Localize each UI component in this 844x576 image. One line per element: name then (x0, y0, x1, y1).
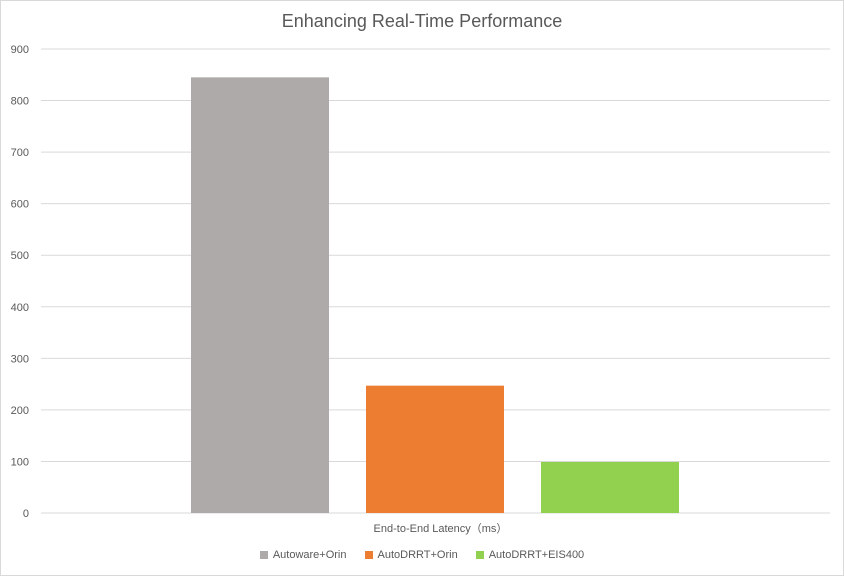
y-tick-label: 100 (11, 456, 29, 468)
x-category-label: End-to-End Latency（ms） (374, 522, 508, 535)
chart-legend: Autoware+Orin AutoDRRT+Orin AutoDRRT+EIS40… (1, 549, 843, 561)
y-tick-label: 500 (11, 250, 29, 262)
y-tick-label: 400 (11, 302, 29, 314)
bar-autoware-orin (191, 77, 329, 513)
legend-item: AutoDRRT+EIS400 (475, 549, 585, 561)
legend-label: AutoDRRT+Orin (377, 549, 458, 561)
y-tick-label: 200 (11, 405, 29, 417)
legend-swatch (364, 551, 373, 559)
bar-autodrrt-eis400 (541, 461, 679, 513)
legend-item: AutoDRRT+Orin (364, 549, 458, 561)
y-tick-label: 800 (11, 96, 29, 108)
legend-label: Autoware+Orin (272, 549, 347, 561)
y-tick-label: 600 (11, 199, 29, 211)
bar-autodrrt-orin (366, 385, 504, 513)
y-tick-label: 300 (11, 353, 29, 365)
y-tick-label: 0 (23, 508, 29, 520)
legend-item: Autoware+Orin (259, 549, 347, 561)
legend-label: AutoDRRT+EIS400 (488, 549, 585, 561)
legend-swatch (259, 551, 268, 559)
y-tick-label: 700 (11, 147, 29, 159)
legend-swatch (475, 551, 484, 559)
y-tick-label: 900 (11, 44, 29, 56)
chart-title: Enhancing Real-Time Performance (281, 11, 563, 31)
